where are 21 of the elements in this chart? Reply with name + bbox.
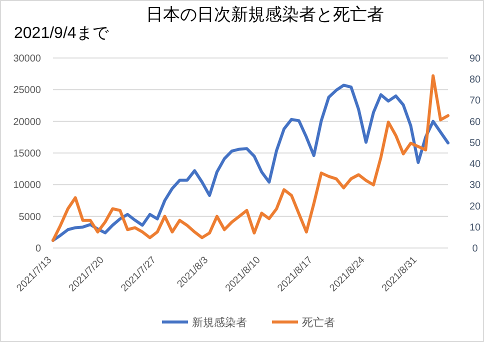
legend-label: 死亡者 (302, 316, 335, 329)
y-tick-label: 15000 (13, 148, 42, 160)
y2-tick-label: 20 (469, 201, 481, 212)
y-tick-label: 25000 (13, 85, 42, 96)
y2-tick-label: 40 (469, 159, 481, 170)
y2-tick-label: 0 (472, 244, 478, 254)
legend-label: 新規感染者 (192, 316, 247, 329)
y-tick-label: 0 (35, 244, 42, 254)
y-tick-label: 5000 (18, 212, 42, 223)
y-tick-label: 30000 (13, 54, 42, 64)
y-tick-label: 10000 (13, 180, 42, 192)
y2-tick-label: 50 (469, 138, 481, 149)
y2-tick-label: 60 (469, 116, 481, 128)
y2-tick-label: 30 (469, 180, 481, 192)
y2-tick-label: 70 (469, 96, 481, 107)
y2-tick-label: 90 (469, 54, 481, 64)
chart-subtitle: 2021/9/4まで (14, 25, 110, 42)
y2-tick-label: 80 (469, 74, 481, 86)
y2-tick-label: 10 (469, 222, 481, 234)
chart-title: 日本の日次新規感染者と死亡者 (146, 5, 384, 24)
y-tick-label: 20000 (13, 116, 42, 128)
